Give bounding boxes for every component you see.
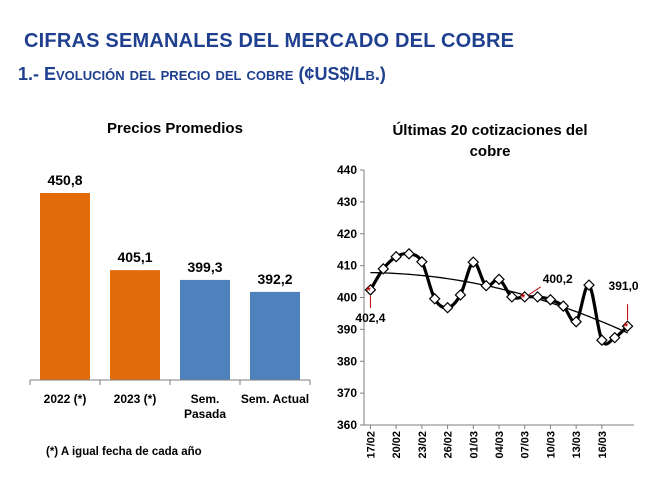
annotation-label-1: 402,4: [355, 311, 385, 325]
data-point-marker: [377, 262, 390, 275]
trend-line: [370, 271, 628, 334]
line-x-tick-label: 23/02: [417, 431, 429, 459]
bar-1: [40, 193, 90, 380]
bar-2: [110, 270, 160, 380]
line-y-tick-label: 420: [337, 227, 357, 241]
data-point-marker: [583, 279, 595, 291]
line-y-tick-label: 440: [337, 163, 357, 177]
line-x-tick-label: 07/03: [520, 431, 532, 459]
bar-category-label-3: Sem.: [191, 392, 220, 406]
line-y-tick-label: 400: [337, 291, 357, 305]
data-point-marker: [467, 256, 480, 268]
data-point-marker: [493, 273, 505, 286]
page-title: CIFRAS SEMANALES DEL MERCADO DEL COBRE: [24, 30, 515, 52]
data-point-marker: [621, 320, 634, 333]
bar-category-label-3: Pasada: [184, 407, 226, 421]
bar-value-label-4: 392,2: [257, 271, 292, 287]
data-point-marker: [570, 315, 582, 328]
subtitle-unit-smallcaps: b.: [365, 64, 380, 84]
subtitle-unit-prefix: (¢US$/L: [298, 64, 366, 84]
data-point-marker: [518, 291, 531, 303]
line-y-tick-label: 390: [337, 322, 357, 336]
data-point-marker: [403, 247, 415, 260]
bar-value-label-1: 450,8: [47, 172, 82, 188]
data-point-marker: [454, 289, 467, 301]
bar-4: [250, 291, 300, 380]
subtitle-text: volución del precio del cobre: [56, 64, 294, 84]
footnote: (*) A igual fecha de cada año: [46, 446, 202, 458]
line-x-tick-label: 20/02: [391, 431, 403, 459]
subtitle-unit-suffix: ): [379, 64, 386, 84]
data-point-marker: [596, 334, 608, 347]
line-x-tick-label: 01/03: [468, 431, 480, 459]
annotation-label-2: 400,2: [543, 272, 573, 286]
line-y-tick-label: 410: [337, 259, 357, 273]
bar-value-label-3: 399,3: [187, 259, 222, 275]
data-point-marker: [416, 255, 428, 268]
price-series-line: [369, 251, 629, 346]
annotation-leader: [528, 286, 541, 296]
highlight-marker: *: [624, 321, 629, 333]
line-y-tick-label: 430: [337, 195, 357, 209]
data-point-marker: [544, 293, 557, 306]
bar-value-label-2: 405,1: [117, 249, 152, 265]
data-point-marker: [480, 279, 492, 292]
bar-chart-title: Precios Promedios: [107, 120, 243, 137]
line-x-tick-label: 13/03: [571, 431, 583, 459]
line-x-tick-label: 10/03: [545, 431, 557, 459]
page-subtitle: 1.- Evolución del precio del cobre (¢US$…: [18, 64, 386, 85]
data-point-marker: [390, 250, 402, 263]
line-y-tick-label: 360: [337, 418, 357, 432]
data-point-marker: [428, 292, 441, 305]
data-point-marker: [531, 291, 544, 303]
bar-category-label-4: Sem. Actual: [241, 392, 309, 406]
bar-3: [180, 279, 230, 380]
highlight-marker: *: [366, 285, 371, 297]
line-x-tick-label: 04/03: [494, 431, 506, 459]
line-x-tick-label: 17/02: [365, 431, 377, 459]
bar-category-label-2: 2023 (*): [114, 392, 157, 406]
data-point-marker: [364, 284, 377, 296]
line-chart-title: Últimas 20 cotizaciones del cobre: [392, 122, 588, 160]
data-point-marker: [557, 300, 570, 312]
line-x-tick-label: 26/02: [443, 431, 455, 459]
data-point-marker: [608, 331, 621, 344]
line-x-tick-label: 16/03: [597, 431, 609, 459]
subtitle-prefix: 1.- E: [18, 64, 57, 84]
line-y-tick-label: 370: [337, 386, 357, 400]
line-y-tick-label: 380: [337, 354, 357, 368]
data-point-marker: [506, 291, 518, 303]
bar-category-label-1: 2022 (*): [44, 392, 87, 406]
annotation-label-3: 391,0: [609, 279, 639, 293]
highlight-marker: *: [521, 292, 526, 304]
data-point-marker: [441, 301, 454, 314]
